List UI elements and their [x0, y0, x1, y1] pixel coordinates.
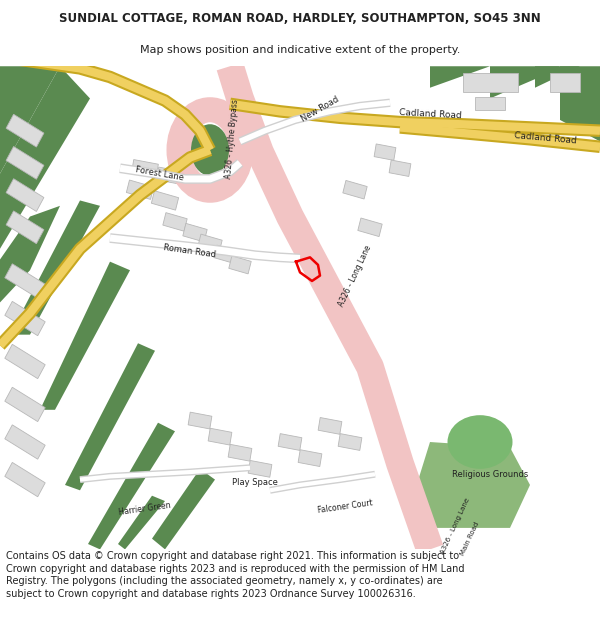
Polygon shape [415, 442, 530, 528]
Bar [374, 144, 396, 161]
Bar [298, 450, 322, 466]
Polygon shape [535, 66, 580, 88]
Bar [127, 180, 154, 199]
Polygon shape [118, 496, 165, 549]
Bar [318, 418, 342, 434]
Bar [475, 98, 505, 110]
Bar [183, 223, 207, 242]
Text: A326 - Hythe Bypass: A326 - Hythe Bypass [224, 99, 240, 179]
Bar [163, 213, 187, 231]
Bar [229, 256, 251, 274]
Text: New Road: New Road [299, 95, 341, 124]
Bar [389, 160, 411, 176]
Bar [228, 444, 252, 461]
Bar [131, 159, 158, 177]
Polygon shape [560, 66, 600, 141]
Bar [5, 425, 45, 459]
Bar [358, 218, 382, 237]
Polygon shape [10, 201, 100, 334]
Text: Play Space: Play Space [232, 478, 278, 488]
Text: Falconer Court: Falconer Court [317, 498, 373, 515]
Polygon shape [152, 469, 215, 549]
Text: Cadland Road: Cadland Road [514, 131, 577, 146]
Text: Cadland Road: Cadland Road [398, 108, 461, 121]
Ellipse shape [191, 124, 229, 176]
Bar [5, 388, 45, 422]
Bar [6, 146, 44, 179]
Text: Contains OS data © Crown copyright and database right 2021. This information is : Contains OS data © Crown copyright and d… [6, 551, 464, 599]
Bar [5, 344, 45, 379]
Text: A326 - Long Lane: A326 - Long Lane [337, 244, 373, 308]
Bar [343, 181, 367, 199]
Bar [338, 434, 362, 451]
Text: Roman Road: Roman Road [163, 242, 217, 259]
Bar [463, 72, 517, 92]
Bar [5, 264, 45, 298]
Polygon shape [0, 206, 60, 302]
Bar [208, 428, 232, 445]
Polygon shape [430, 66, 490, 88]
Bar [198, 234, 222, 253]
Polygon shape [88, 422, 175, 549]
Bar [6, 179, 44, 211]
Polygon shape [0, 66, 90, 249]
Bar [188, 412, 212, 429]
Bar [157, 167, 184, 184]
Text: Religious Grounds: Religious Grounds [452, 470, 528, 479]
Text: Map shows position and indicative extent of the property.: Map shows position and indicative extent… [140, 45, 460, 54]
Bar [6, 211, 44, 244]
Bar [5, 301, 45, 336]
Text: A326 - Long Lane: A326 - Long Lane [439, 497, 470, 555]
Bar [5, 462, 45, 497]
Polygon shape [40, 262, 130, 410]
Text: SUNDIAL COTTAGE, ROMAN ROAD, HARDLEY, SOUTHAMPTON, SO45 3NN: SUNDIAL COTTAGE, ROMAN ROAD, HARDLEY, SO… [59, 12, 541, 25]
Bar [6, 114, 44, 147]
Text: Forest Lane: Forest Lane [135, 165, 185, 182]
Ellipse shape [448, 415, 512, 469]
Polygon shape [0, 66, 60, 174]
Bar [151, 191, 179, 210]
Polygon shape [490, 66, 560, 99]
Bar [550, 72, 580, 92]
Bar [214, 245, 236, 263]
Text: Harrier Green: Harrier Green [118, 501, 172, 517]
Bar [278, 434, 302, 451]
Bar [248, 461, 272, 478]
Text: Main Road: Main Road [460, 521, 481, 556]
Polygon shape [65, 343, 155, 491]
Bar [183, 174, 207, 191]
